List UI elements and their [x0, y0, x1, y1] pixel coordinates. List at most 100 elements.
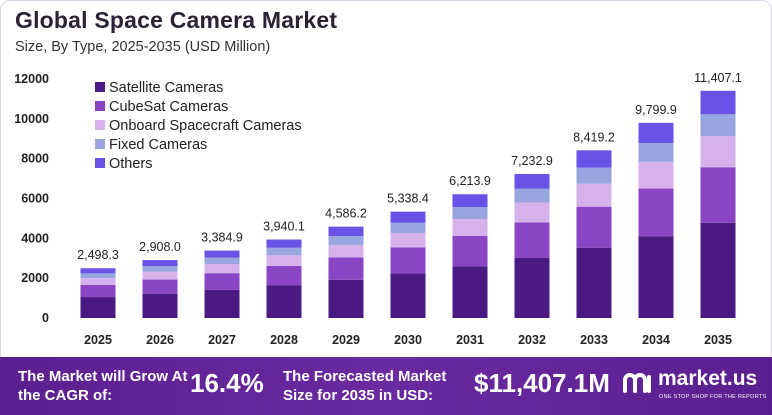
- bar-segment: [700, 167, 736, 223]
- bar-segment: [328, 244, 364, 258]
- bar-segment: [390, 273, 426, 318]
- x-tick-label: 2032: [518, 333, 546, 347]
- bar-segment: [700, 222, 736, 318]
- cagr-value: 16.4%: [190, 368, 264, 398]
- bar-segment: [452, 194, 488, 208]
- bar-segment: [266, 247, 302, 256]
- x-tick-label: 2029: [332, 333, 360, 347]
- legend-swatch: [95, 139, 105, 149]
- bar-segment: [204, 250, 240, 258]
- bar-segment: [328, 226, 364, 237]
- bar-segment: [390, 222, 426, 233]
- bar-segment: [576, 247, 612, 318]
- brand-name: market.us: [658, 367, 758, 390]
- bar-segment: [142, 260, 178, 267]
- forecast-label: The Forecasted Market Size for 2035 in U…: [283, 368, 447, 404]
- bar-segment: [638, 122, 674, 144]
- bar-segment: [80, 297, 116, 318]
- legend-label: CubeSat Cameras: [109, 99, 228, 115]
- x-tick-label: 2030: [394, 333, 422, 347]
- bar-segment: [142, 266, 178, 272]
- bar-segment: [328, 279, 364, 318]
- legend-swatch: [95, 120, 105, 130]
- y-tick-label: 4000: [21, 231, 49, 245]
- bar-segment: [80, 284, 116, 298]
- bar-segment: [80, 278, 116, 285]
- bar-total-label: 6,213.9: [449, 174, 491, 188]
- bar-segment: [452, 207, 488, 220]
- bar-segment: [576, 206, 612, 248]
- x-tick-label: 2025: [84, 333, 112, 347]
- bar-segment: [390, 232, 426, 248]
- market-us-logo-icon: [623, 373, 651, 393]
- bar-segment: [204, 257, 240, 265]
- brand-tagline: ONE STOP SHOP FOR THE REPORTS: [659, 394, 767, 400]
- bar-total-label: 7,232.9: [511, 154, 553, 168]
- bar-segment: [328, 257, 364, 280]
- legend-swatch: [95, 101, 105, 111]
- bar-segment: [80, 273, 116, 279]
- y-tick-label: 10000: [14, 112, 49, 126]
- bar-segment: [638, 161, 674, 189]
- y-tick-label: 2000: [21, 271, 49, 285]
- legend-label: Onboard Spacecraft Cameras: [109, 118, 302, 134]
- bar-segment: [452, 266, 488, 318]
- bar-total-label: 8,419.2: [573, 130, 615, 144]
- chart-title: Global Space Camera Market: [15, 7, 338, 33]
- bar-total-label: 4,586.2: [325, 207, 367, 221]
- bar-segment: [576, 183, 612, 207]
- bar-segment: [700, 90, 736, 115]
- y-tick-label: 12000: [14, 72, 49, 86]
- bar-segment: [266, 285, 302, 318]
- bar-segment: [638, 188, 674, 237]
- bar-segment: [390, 247, 426, 274]
- y-tick-label: 8000: [21, 152, 49, 166]
- bar-segment: [390, 211, 426, 223]
- bar-segment: [700, 136, 736, 168]
- bar-total-label: 3,940.1: [263, 220, 305, 234]
- stacked-bar-chart: 0 2000 4000 6000 8000 10000 12000 2,498.3 2025 2,…: [14, 71, 742, 347]
- forecast-value: $11,407.1M: [474, 368, 610, 398]
- footer-banner: The Market will Grow At the CAGR of: 16.…: [0, 357, 772, 415]
- bar-segment: [514, 257, 550, 318]
- x-tick-label: 2028: [270, 333, 298, 347]
- bar-segment: [514, 188, 550, 203]
- bar-total-label: 3,384.9: [201, 231, 243, 245]
- x-tick-label: 2034: [642, 333, 670, 347]
- bar-total-label: 9,799.9: [635, 103, 677, 117]
- bar-segment: [204, 289, 240, 318]
- bar-segment: [328, 236, 364, 245]
- brand-logo[interactable]: market.us ONE STOP SHOP FOR THE REPORTS: [622, 367, 767, 407]
- cagr-label: The Market will Grow At the CAGR of:: [18, 368, 188, 404]
- bar-segment: [514, 173, 550, 189]
- bar-segment: [80, 268, 116, 274]
- bar-segment: [266, 266, 302, 286]
- legend-label: Others: [109, 156, 153, 172]
- bar-segment: [576, 150, 612, 168]
- x-tick-label: 2033: [580, 333, 608, 347]
- legend-swatch: [95, 158, 105, 168]
- chart-subtitle: Size, By Type, 2025-2035 (USD Million): [15, 39, 271, 55]
- bar-segment: [452, 235, 488, 267]
- bar-segment: [204, 264, 240, 274]
- bar-total-label: 11,407.1: [694, 71, 742, 85]
- bar-segment: [638, 236, 674, 318]
- x-tick-label: 2027: [208, 333, 236, 347]
- bar-total-label: 2,498.3: [77, 248, 119, 262]
- bar-segment: [266, 255, 302, 267]
- y-tick-label: 6000: [21, 192, 49, 206]
- bar-segment: [576, 167, 612, 184]
- bar-segment: [142, 271, 178, 280]
- legend-swatch: [95, 82, 105, 92]
- legend-label: Fixed Cameras: [109, 137, 207, 153]
- x-tick-label: 2026: [146, 333, 174, 347]
- bar-segment: [514, 202, 550, 223]
- x-tick-label: 2035: [704, 333, 732, 347]
- legend-label: Satellite Cameras: [109, 80, 223, 96]
- bar-segment: [514, 222, 550, 258]
- bar-total-label: 2,908.0: [139, 240, 181, 254]
- bar-segment: [638, 143, 674, 162]
- x-tick-label: 2031: [456, 333, 484, 347]
- bar-segment: [266, 239, 302, 248]
